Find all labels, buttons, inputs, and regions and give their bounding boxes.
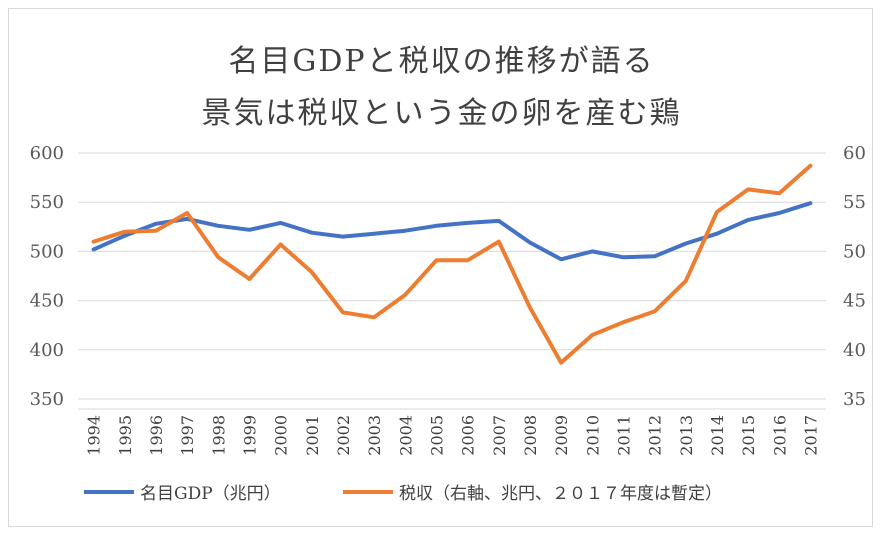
x-tick-label: 2001 [303,415,322,456]
x-tick-label: 2005 [427,415,446,456]
y-left-tick-label: 550 [30,192,64,213]
series-lines [91,163,813,365]
gridlines [78,152,826,410]
series-line-tax [91,163,813,365]
x-tick-label: 1995 [116,415,135,456]
series-line-gdp [91,201,813,262]
x-tick-label: 1997 [178,415,197,456]
x-tick-label: 2006 [459,415,478,456]
x-tick-label: 2014 [708,415,727,456]
legend-label-gdp: 名目GDP（兆円） [140,484,281,504]
legend-swatch-gdp [84,489,134,494]
legend-label-tax: 税収（右軸、兆円、２０１７年度は暫定） [399,484,722,504]
y-left-tick-label: 350 [30,389,64,410]
x-axis-ticks: 1994 1995 1996 1997 1998 1999 2000 2001 2002 2003… [85,415,821,456]
legend-item-gdp: 名目GDP（兆円） [84,479,281,504]
chart-title-line2: 景気は税収という金の卵を産む鶏 [201,96,682,131]
x-tick-label: 1994 [85,415,104,456]
y-right-tick-label: 35 [843,389,866,410]
chart-frame [8,8,873,527]
x-tick-label: 2007 [490,415,509,456]
x-tick-label: 2009 [552,415,571,456]
y-left-tick-label: 450 [30,291,64,312]
x-tick-label: 1998 [209,415,228,456]
y-axis-right-ticks: 35 40 45 50 55 60 [843,143,866,410]
x-tick-label: 2011 [614,415,633,456]
x-tick-label: 2002 [334,415,353,456]
y-axis-left-ticks: 350 400 450 500 550 600 [30,143,64,410]
y-left-tick-label: 600 [30,143,64,164]
x-tick-label: 2012 [646,415,665,456]
x-tick-label: 1999 [240,415,259,456]
x-tick-label: 2008 [521,415,540,456]
x-tick-label: 2017 [801,415,820,456]
y-left-tick-label: 400 [30,340,64,361]
x-tick-label: 1996 [147,415,166,456]
y-right-tick-label: 55 [843,192,866,213]
y-right-tick-label: 50 [843,241,866,262]
y-right-tick-label: 40 [843,340,866,361]
legend-item-tax: 税収（右軸、兆円、２０１７年度は暫定） [343,479,722,504]
chart-title-line1: 名目GDPと税収の推移が語る [228,44,655,79]
y-right-tick-label: 45 [843,291,866,312]
x-tick-label: 2015 [739,415,758,456]
x-tick-label: 2000 [272,415,291,456]
x-tick-label: 2010 [583,415,602,456]
x-tick-label: 2003 [365,415,384,456]
y-left-tick-label: 500 [30,241,64,262]
y-right-tick-label: 60 [843,143,866,164]
x-tick-label: 2013 [677,415,696,456]
legend-swatch-tax [343,489,393,494]
legend: 名目GDP（兆円） 税収（右軸、兆円、２０１７年度は暫定） [0,479,883,507]
x-tick-label: 2016 [770,415,789,456]
x-tick-label: 2004 [396,415,415,456]
